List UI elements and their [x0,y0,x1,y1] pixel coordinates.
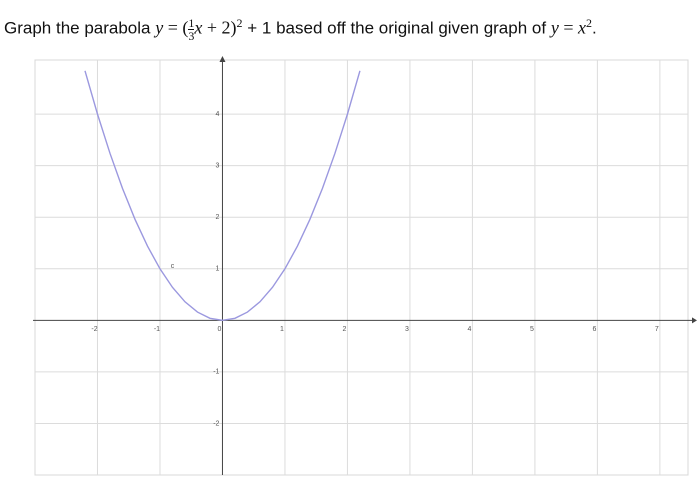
y-tick-label: 4 [216,111,220,118]
y-tick-label: 3 [216,163,220,170]
y-tick-label: 2 [216,214,220,221]
y-tick-label: -1 [213,369,219,376]
y-tick-label: 1 [216,266,220,273]
x-tick-label: 3 [405,326,409,333]
math-var: y [550,17,559,38]
x-tick-label: 5 [530,326,534,333]
math: = ( [163,17,189,38]
x-tick-label: 0 [218,326,222,333]
y-tick-label: -2 [213,420,219,427]
x-tick-label: 1 [280,326,284,333]
math: + 2) [202,17,237,38]
math-var: x [577,17,586,38]
numerator: 1 [188,15,195,30]
x-tick-label: 7 [655,326,659,333]
math-var: y [155,17,164,38]
y-axis-arrow [219,56,226,62]
x-tick-label: 2 [342,326,346,333]
math: = [558,17,578,38]
plot-frame [34,59,689,476]
text: + 1 based off the original given graph o… [242,18,551,38]
x-tick-label: -2 [91,326,97,333]
denominator: 3 [188,28,195,43]
annotation: c [171,263,175,270]
exponent: 2 [585,16,592,30]
text: Graph the parabola [4,18,156,38]
exponent: 2 [236,16,243,30]
x-tick-label: -1 [154,326,160,333]
math-var: x [194,17,203,38]
text: . [591,18,597,38]
curve [84,70,361,322]
x-axis-arrow [692,317,697,324]
x-tick-label: 6 [592,326,596,333]
question: Graph the parabola y = (1 3 x + 2)2 + 1 ba… [4,6,597,46]
x-tick-label: 4 [467,326,471,333]
